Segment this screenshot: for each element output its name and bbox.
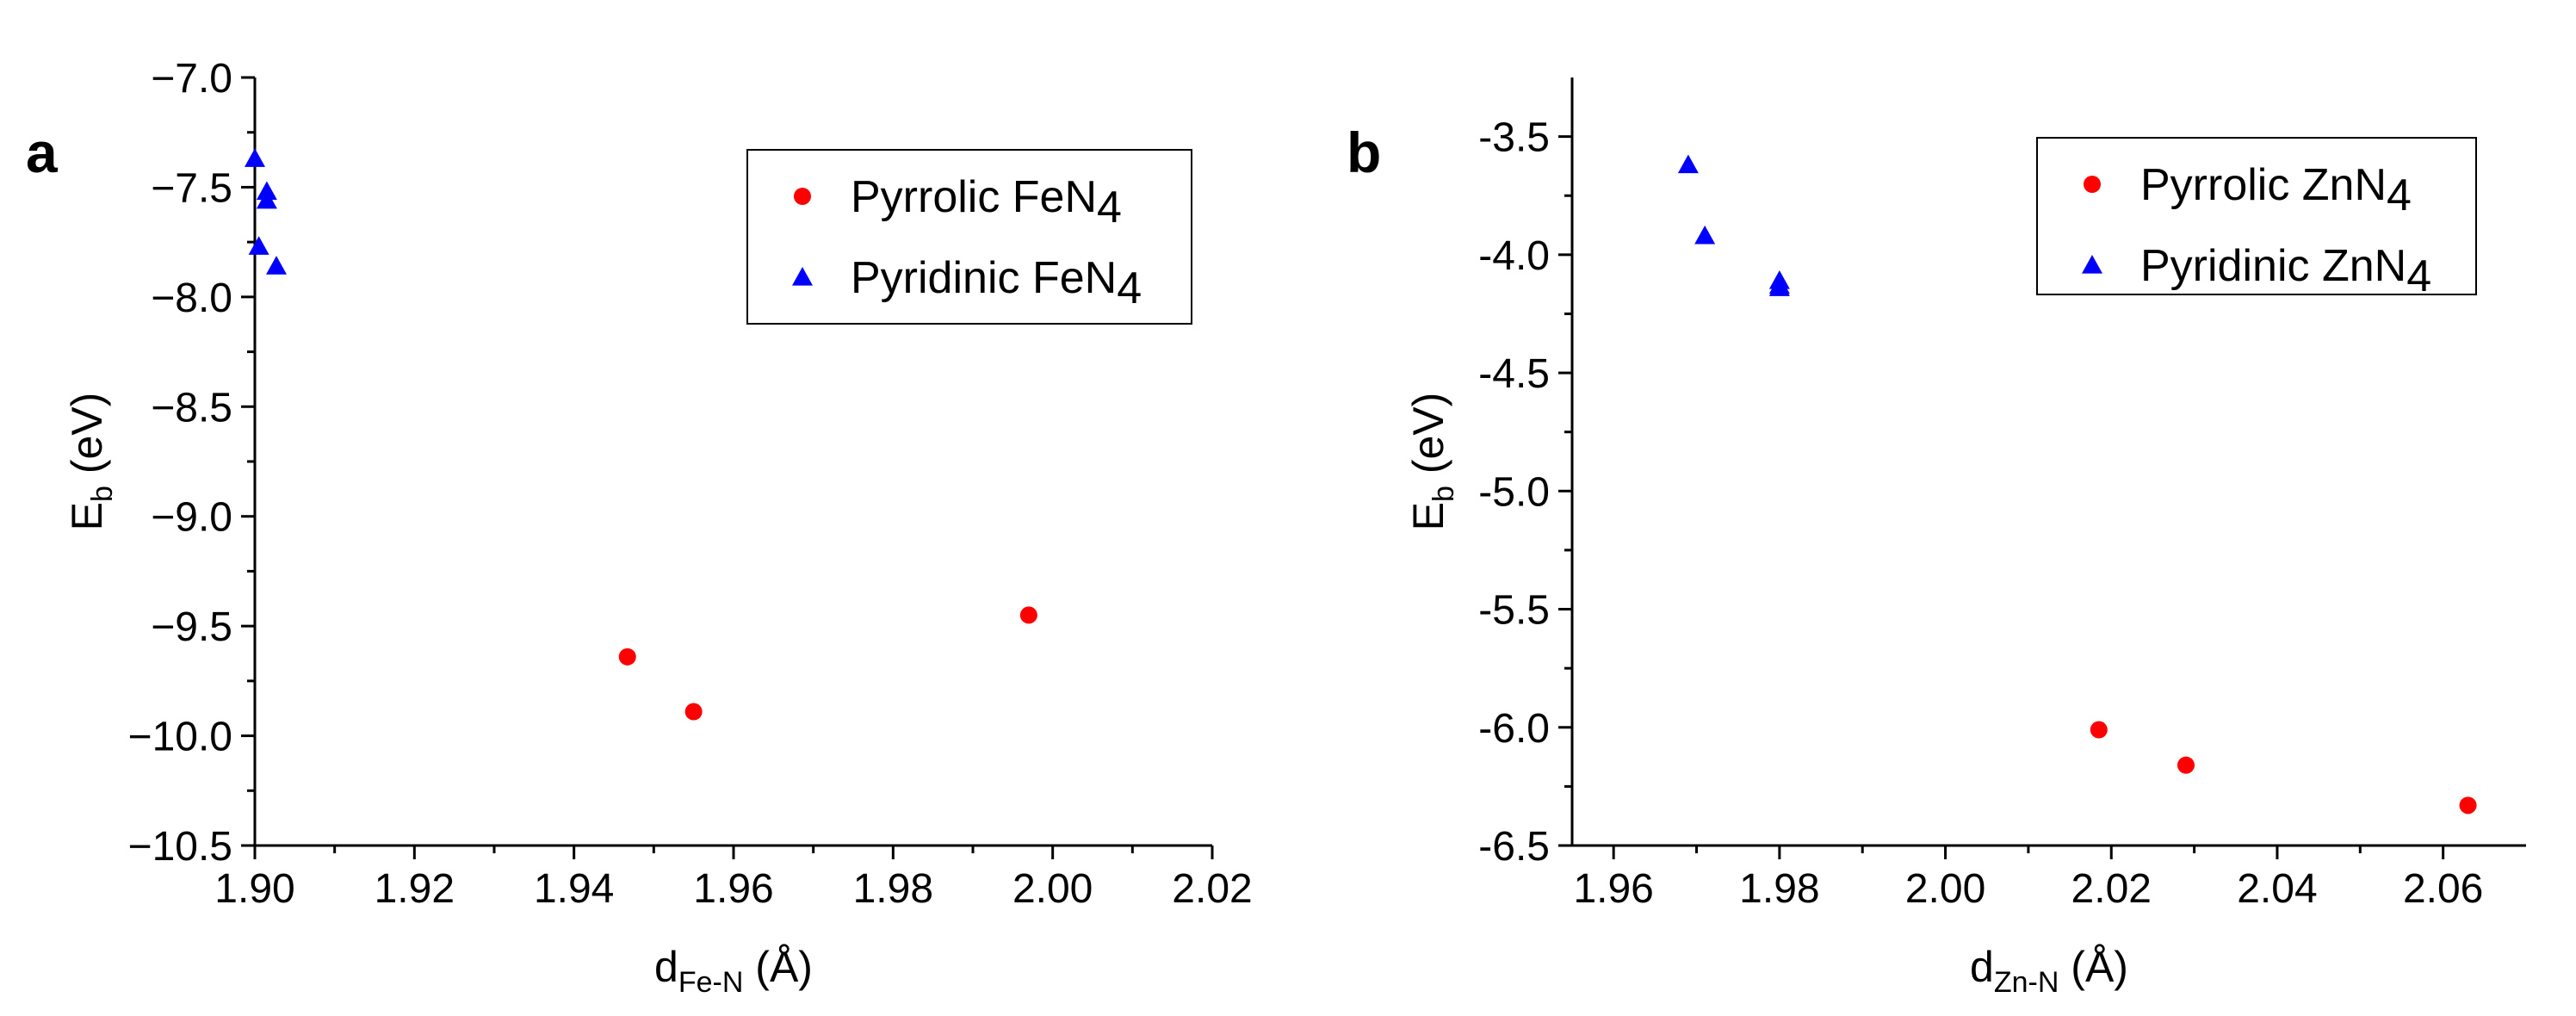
y-tick-label: −8.5: [151, 385, 232, 431]
x-axis-label: dFe-N (Å): [654, 943, 813, 999]
x-tick-label: 1.98: [853, 866, 933, 912]
x-tick-label: 1.96: [693, 866, 773, 912]
x-tick-label: 1.98: [1739, 866, 1819, 912]
data-point: [2459, 796, 2477, 815]
x-tick-label: 2.02: [1172, 866, 1252, 912]
y-tick-label: −10.5: [128, 824, 232, 870]
y-tick-label: -4.5: [1478, 351, 1550, 397]
x-tick-label: 2.00: [1012, 866, 1093, 912]
data-point: [1677, 154, 1699, 174]
x-tick-label: 1.96: [1573, 866, 1653, 912]
legend-label: Pyridinic FeN4: [851, 253, 1142, 313]
y-tick-label: −9.0: [151, 495, 232, 541]
panel-label: b: [1347, 121, 1381, 184]
y-tick-label: -5.5: [1478, 588, 1550, 634]
legend-marker: [794, 188, 811, 205]
data-point: [618, 647, 636, 666]
y-tick-label: -6.0: [1478, 706, 1550, 752]
chart-panel-b: b 1.96 1.98 2.00 2.02 2.04 2.06 -3.5 -4.0 -4.5 -5.…: [1347, 77, 2526, 999]
y-tick-label: -5.0: [1478, 469, 1550, 515]
legend-label: Pyrrolic ZnN4: [2140, 160, 2412, 220]
x-tick-label: 2.04: [2237, 866, 2317, 912]
data-point: [1768, 277, 1790, 296]
data-point: [248, 236, 269, 255]
x-axis-label: dZn-N (Å): [1970, 943, 2128, 999]
y-axis-label: Eb (eV): [1404, 393, 1460, 531]
y-tick-label: -6.5: [1478, 824, 1550, 870]
legend-marker: [2084, 176, 2101, 193]
data-point: [684, 703, 703, 721]
data-point: [2090, 721, 2108, 739]
data-point: [1019, 606, 1037, 624]
data-point: [2177, 756, 2195, 774]
x-tick-label: 2.06: [2403, 866, 2483, 912]
y-tick-label: -3.5: [1478, 115, 1550, 161]
series-pyrrolic-fen4: [618, 606, 1037, 721]
x-tick-label: 2.02: [2071, 866, 2152, 912]
y-tick-label: −8.0: [151, 276, 232, 321]
y-tick-label: −10.0: [128, 715, 232, 760]
y-tick-label: −7.5: [151, 165, 232, 211]
series-pyridinic-znn4: [1677, 154, 1790, 296]
data-point: [245, 148, 265, 167]
y-tick-label: -4.0: [1478, 233, 1550, 279]
x-tick-label: 2.00: [1905, 866, 1985, 912]
y-tick-label: −7.0: [151, 56, 232, 102]
chart-panel-a: a 1.90 1.92 1.94 1.96 1.98 2.00 2.02 −7.0 −7.5 −8.…: [26, 56, 1253, 999]
series-pyrrolic-znn4: [2090, 721, 2477, 815]
series-pyridinic-fen4: [245, 148, 288, 275]
x-tick-label: 1.90: [214, 866, 294, 912]
data-point: [1694, 225, 1716, 245]
legend-box: [2036, 137, 2477, 295]
legend-marker: [792, 267, 813, 286]
legend-box: [746, 149, 1192, 325]
legend-label: Pyridinic ZnN4: [2140, 241, 2431, 301]
panel-label: a: [26, 121, 59, 184]
legend-label: Pyrrolic FeN4: [851, 172, 1122, 232]
legend: Pyrrolic FeN4 Pyridinic FeN4: [746, 149, 1192, 325]
x-tick-label: 1.92: [375, 866, 455, 912]
data-point: [266, 256, 288, 275]
y-axis-label: Eb (eV): [63, 393, 119, 531]
x-tick-label: 1.94: [534, 866, 614, 912]
data-point: [256, 189, 277, 209]
legend: Pyrrolic ZnN4 Pyridinic ZnN4: [2036, 137, 2477, 301]
legend-marker: [2082, 255, 2102, 274]
y-tick-label: −9.5: [151, 604, 232, 650]
